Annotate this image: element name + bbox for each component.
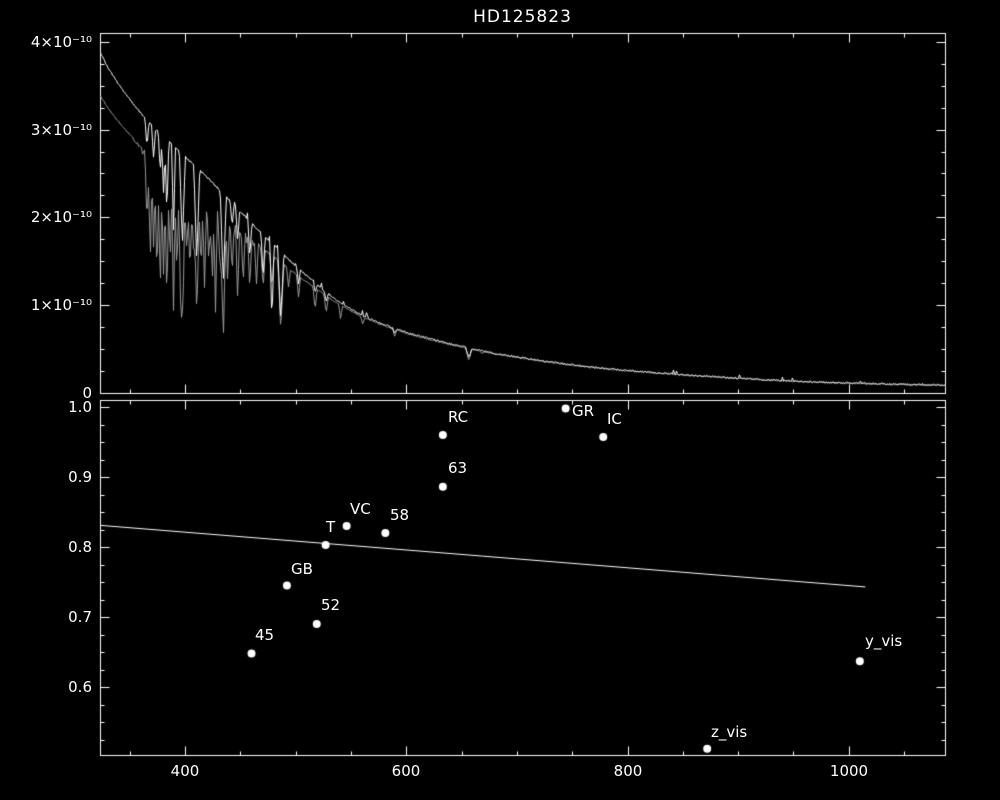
point-label-vc: VC xyxy=(350,500,371,518)
point-label-gr: GR xyxy=(572,402,595,420)
bottom-y-tick-label: 0.6 xyxy=(68,678,92,696)
point-label-z-vis: z_vis xyxy=(711,723,748,741)
top-y-tick-label: 0 xyxy=(82,384,92,402)
point-label-gb: GB xyxy=(291,560,313,578)
top-y-tick-label: 2×10⁻¹⁰ xyxy=(30,208,92,226)
x-tick-label: 800 xyxy=(613,762,643,780)
point-label-58: 58 xyxy=(390,506,410,524)
point-label-y-vis: y_vis xyxy=(865,632,903,650)
bottom-y-tick-label: 0.9 xyxy=(68,468,92,486)
x-tick-label: 400 xyxy=(170,762,200,780)
point-label-ic: IC xyxy=(607,410,622,428)
top-y-tick-label: 3×10⁻¹⁰ xyxy=(30,121,92,139)
top-y-tick-label: 1×10⁻¹⁰ xyxy=(30,296,92,314)
point-label-45: 45 xyxy=(255,626,275,644)
point-label-rc: RC xyxy=(448,408,469,426)
point-label-52: 52 xyxy=(321,596,341,614)
bottom-y-tick-label: 0.8 xyxy=(68,538,92,556)
plot-title: HD125823 xyxy=(473,7,572,27)
point-label-t: T xyxy=(326,518,336,536)
x-tick-label: 600 xyxy=(391,762,421,780)
top-y-tick-label: 4×10⁻¹⁰ xyxy=(30,33,92,51)
bottom-y-tick-label: 1.0 xyxy=(68,398,92,416)
x-tick-label: 1000 xyxy=(829,762,869,780)
point-label-63: 63 xyxy=(448,459,468,477)
bottom-y-tick-label: 0.7 xyxy=(68,608,92,626)
